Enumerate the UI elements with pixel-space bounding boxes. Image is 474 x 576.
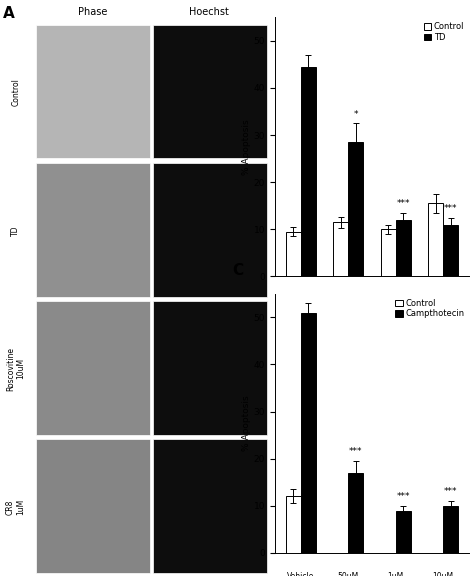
Text: TD: TD	[11, 225, 20, 236]
Bar	[428, 203, 443, 276]
Text: B: B	[232, 0, 244, 1]
Bar	[286, 497, 301, 553]
Bar	[301, 67, 316, 276]
Bar	[153, 25, 267, 158]
Text: Vehicle: Vehicle	[287, 295, 315, 304]
Text: Control: Control	[11, 78, 20, 106]
Text: 10uM: 10uM	[433, 295, 454, 304]
Bar	[333, 222, 348, 276]
Text: Vehicle: Vehicle	[287, 572, 315, 576]
Bar	[396, 510, 411, 553]
Bar	[381, 229, 396, 276]
Text: CR8
1uM: CR8 1uM	[6, 499, 25, 515]
Text: 50uM: 50uM	[337, 572, 359, 576]
Text: Hoechst: Hoechst	[190, 6, 229, 17]
Text: ***: ***	[397, 199, 410, 208]
Text: 10uM: 10uM	[433, 572, 454, 576]
Bar	[348, 142, 364, 276]
Text: C: C	[232, 263, 243, 278]
Text: ***: ***	[397, 492, 410, 501]
Bar	[36, 439, 150, 573]
Y-axis label: % Apoptosis: % Apoptosis	[242, 119, 251, 175]
Bar	[36, 163, 150, 297]
Bar	[348, 473, 364, 553]
Bar	[153, 163, 267, 297]
Text: Roscovitine
10uM: Roscovitine 10uM	[6, 347, 25, 391]
Bar	[36, 25, 150, 158]
Bar	[36, 301, 150, 435]
Bar	[301, 313, 316, 553]
Bar	[286, 232, 301, 276]
Y-axis label: % Apoptosis: % Apoptosis	[242, 396, 251, 451]
Bar	[443, 506, 458, 553]
Text: CR8: CR8	[412, 314, 427, 323]
Bar	[153, 301, 267, 435]
Bar	[396, 220, 411, 276]
Text: A: A	[3, 6, 14, 21]
Text: *: *	[354, 109, 358, 119]
Bar	[443, 225, 458, 276]
Text: 1uM: 1uM	[388, 572, 404, 576]
Text: ***: ***	[349, 448, 363, 456]
Text: 1uM: 1uM	[388, 295, 404, 304]
Text: Rosc: Rosc	[339, 314, 357, 323]
Text: 10uM: 10uM	[337, 295, 359, 304]
Legend: Control, TD: Control, TD	[423, 21, 465, 43]
Text: ***: ***	[444, 204, 457, 213]
Legend: Control, Campthotecin: Control, Campthotecin	[394, 298, 465, 319]
Text: ***: ***	[444, 487, 457, 497]
Bar	[153, 439, 267, 573]
Text: Phase: Phase	[78, 6, 108, 17]
